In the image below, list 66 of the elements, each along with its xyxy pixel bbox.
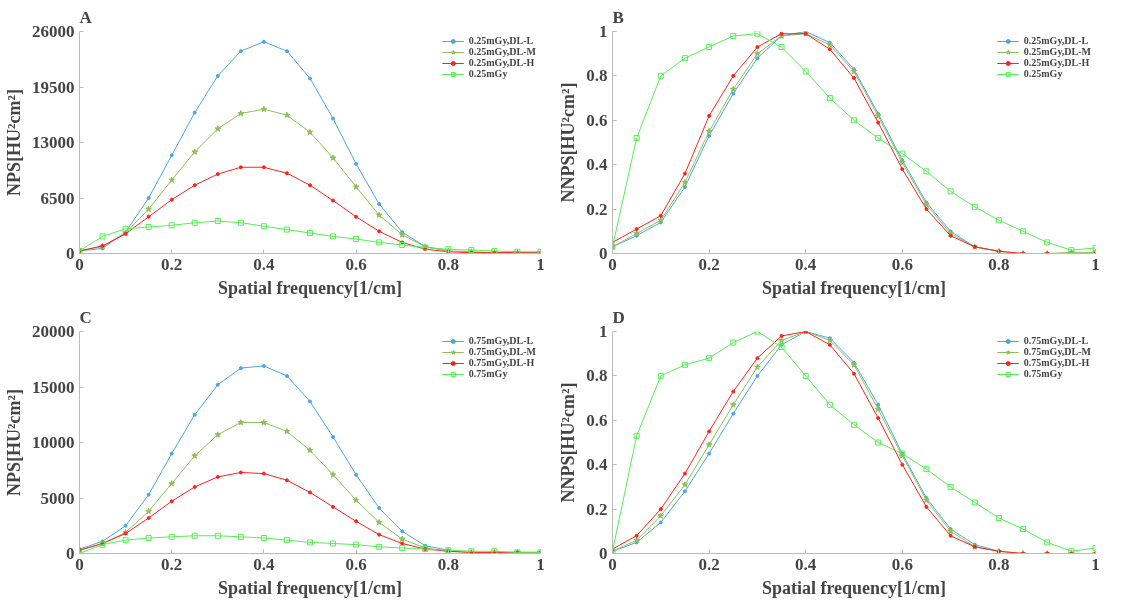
x-tick-label: 0.4	[253, 554, 276, 574]
legend-label: 0.25mGy,DL-M	[1023, 46, 1091, 57]
x-tick-label: 0.8	[988, 554, 1010, 574]
legend-label: 0.75mGy,DL-H	[1023, 357, 1090, 368]
legend-label: 0.25mGy	[1023, 68, 1063, 79]
x-tick-label: 0.6	[345, 554, 367, 574]
x-tick-label: 1	[536, 554, 545, 574]
legend-label: 0.75mGy,DL-M	[468, 346, 536, 357]
chart-title: C	[79, 307, 92, 327]
x-tick-label: 0.2	[161, 554, 183, 574]
legend-label: 0.75mGy,DL-M	[1023, 346, 1091, 357]
chart-title: D	[612, 307, 625, 327]
y-tick-label: 1	[599, 322, 608, 341]
x-tick-label: 1	[1091, 254, 1100, 274]
y-tick-label: 19500	[32, 77, 75, 97]
x-axis-title: Spatial frequency[1/cm]	[761, 277, 947, 298]
legend-label: 0.25mGy,DL-L	[468, 35, 534, 46]
y-axis-title: NNPS[HU²cm²]	[558, 382, 579, 503]
legend-label: 0.75mGy,DL-L	[468, 335, 534, 346]
legend-label: 0.25mGy,DL-M	[468, 46, 536, 57]
legend-label: 0.25mGy	[468, 68, 508, 79]
y-axis-title: NNPS[HU²cm²]	[558, 82, 579, 203]
y-tick-label: 15000	[32, 377, 75, 397]
y-tick-label: 10000	[32, 433, 75, 452]
chart-title: A	[79, 7, 93, 27]
x-axis-title: Spatial frequency[1/cm]	[217, 577, 403, 598]
y-tick-label: 0.6	[586, 110, 608, 130]
y-tick-label: 0.8	[586, 66, 608, 86]
x-tick-label: 0.8	[988, 254, 1010, 274]
y-tick-label: 20000	[32, 322, 75, 341]
x-tick-label: 0.8	[437, 554, 459, 574]
x-tick-label: 0.6	[891, 554, 913, 574]
legend-label: 0.75mGy	[1023, 368, 1063, 379]
y-axis-title: NPS[HU²cm²]	[4, 89, 24, 196]
y-tick-label: 0.4	[586, 455, 608, 475]
x-axis-title: Spatial frequency[1/cm]	[761, 577, 947, 598]
x-tick-label: 1	[536, 254, 545, 274]
y-tick-label: 6500	[40, 188, 75, 208]
legend-label: 0.25mGy,DL-L	[1023, 35, 1089, 46]
x-tick-label: 0.2	[698, 554, 720, 574]
y-tick-label: 26000	[32, 22, 75, 41]
y-tick-label: 0.2	[586, 199, 608, 219]
y-axis-title: NPS[HU²cm²]	[4, 389, 24, 496]
y-tick-label: 0.8	[586, 366, 608, 386]
y-tick-label: 1	[599, 22, 608, 41]
x-tick-label: 0.4	[795, 254, 817, 274]
x-tick-label: 0.2	[161, 254, 183, 274]
x-tick-label: 0.8	[437, 254, 459, 274]
x-tick-label: 1	[1091, 554, 1100, 574]
y-tick-label: 0.2	[586, 499, 608, 519]
legend-label: 0.75mGy	[468, 368, 508, 379]
y-tick-label: 0.6	[586, 410, 608, 430]
legend-label: 0.75mGy,DL-L	[1023, 335, 1089, 346]
y-tick-label: 5000	[40, 488, 75, 508]
x-tick-label: 0.6	[345, 254, 367, 274]
legend-label: 0.25mGy,DL-H	[468, 57, 535, 68]
x-tick-label: 0.4	[795, 554, 817, 574]
y-tick-label: 13000	[32, 133, 75, 152]
x-tick-label: 0.4	[253, 254, 276, 274]
y-tick-label: 0.4	[586, 155, 608, 175]
legend-label: 0.75mGy,DL-H	[468, 357, 535, 368]
legend-label: 0.25mGy,DL-H	[1023, 57, 1090, 68]
chart-title: B	[612, 7, 624, 27]
x-tick-label: 0.6	[891, 254, 913, 274]
x-tick-label: 0.2	[698, 254, 720, 274]
x-axis-title: Spatial frequency[1/cm]	[217, 277, 403, 298]
